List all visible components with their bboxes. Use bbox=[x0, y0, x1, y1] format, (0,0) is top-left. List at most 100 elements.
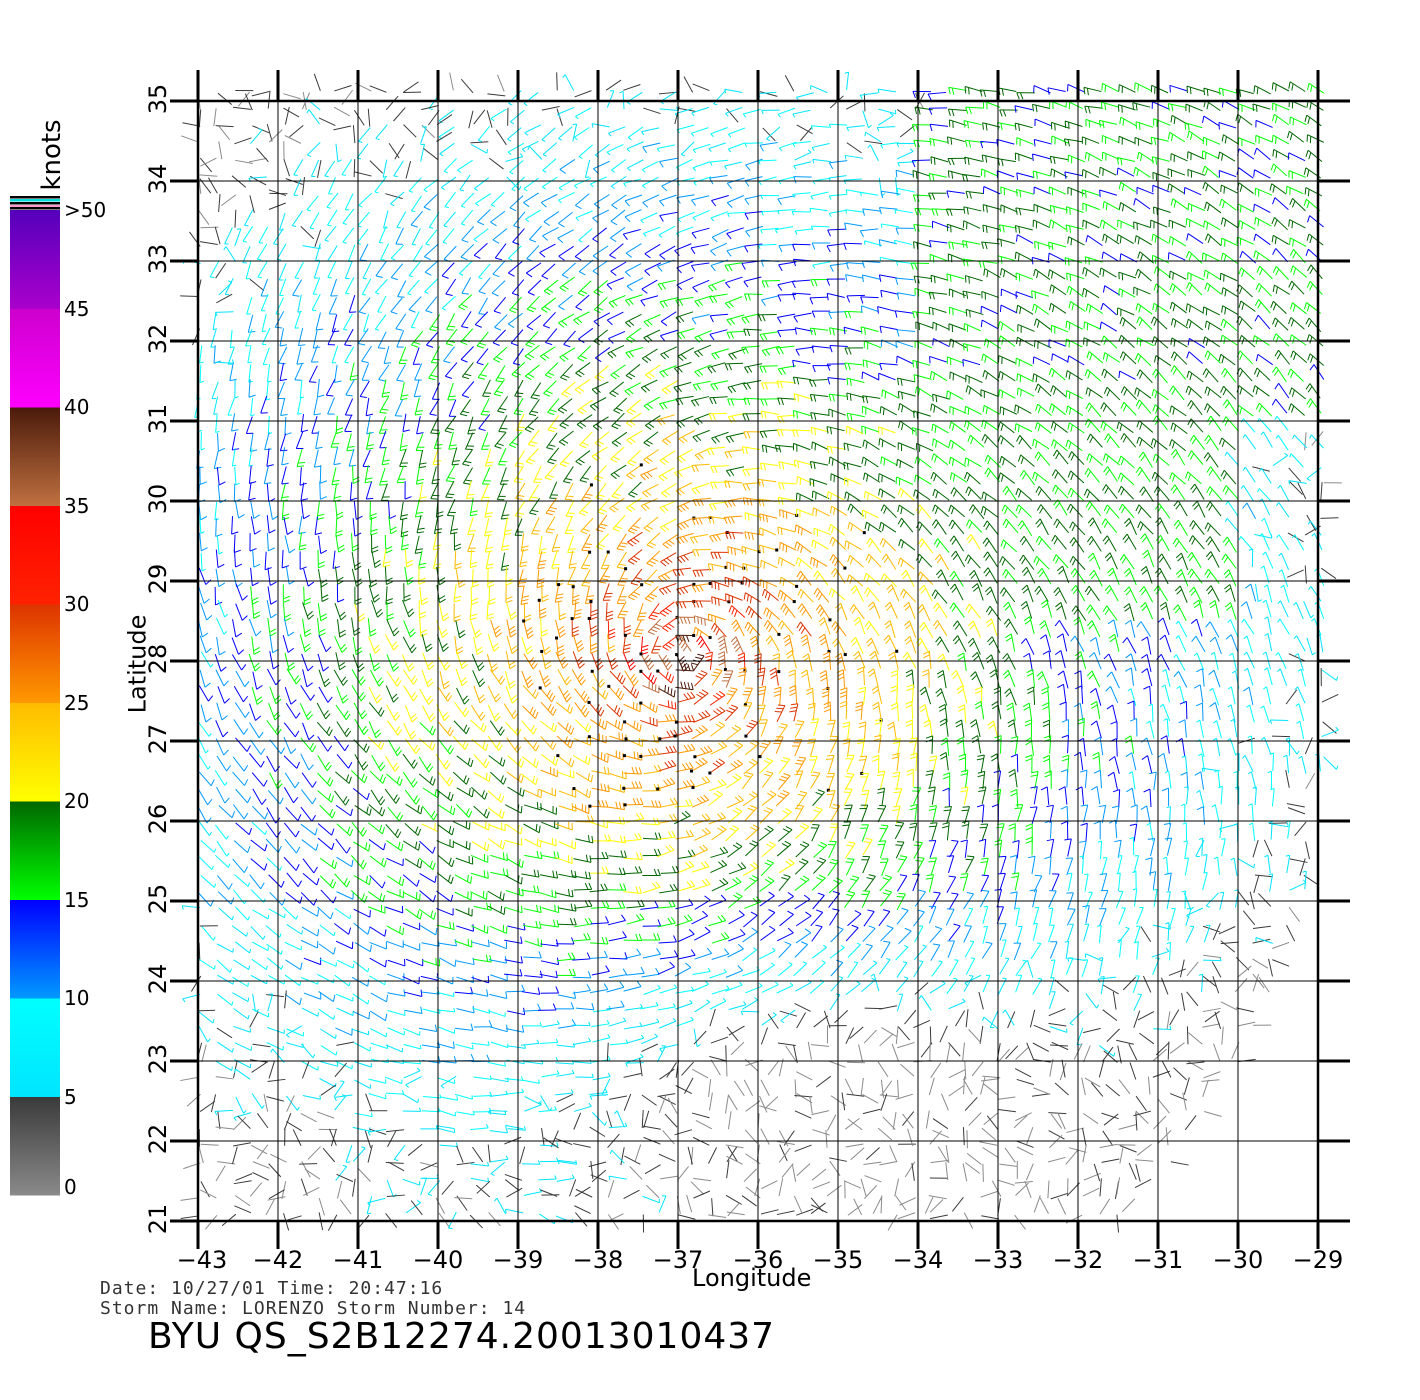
wind-barb bbox=[453, 532, 462, 551]
wind-barb bbox=[311, 293, 321, 311]
wind-barb bbox=[728, 928, 746, 942]
wind-barb bbox=[1192, 500, 1206, 518]
wind-barb bbox=[1309, 434, 1324, 449]
wind-barb bbox=[370, 789, 386, 806]
wind-barb bbox=[436, 976, 454, 985]
wind-barb bbox=[1099, 873, 1108, 892]
wind-barb bbox=[640, 379, 658, 393]
wind-barb bbox=[862, 208, 881, 216]
wind-barb bbox=[1074, 651, 1087, 669]
wind-barb bbox=[421, 1107, 441, 1113]
wind-barb bbox=[622, 751, 643, 761]
wind-barb bbox=[561, 381, 576, 398]
wind-barb bbox=[758, 313, 777, 322]
wind-barb bbox=[368, 839, 386, 851]
wind-barb bbox=[1274, 383, 1290, 399]
wind-barb bbox=[1133, 993, 1143, 1011]
wind-barb bbox=[1047, 87, 1066, 95]
wind-barb bbox=[996, 138, 1015, 147]
wind-barb bbox=[488, 586, 496, 606]
wind-barb bbox=[1136, 316, 1153, 330]
wind-barb bbox=[693, 689, 709, 705]
wind-barb bbox=[971, 735, 982, 754]
wind-barb bbox=[246, 296, 253, 315]
wind-barb bbox=[658, 1095, 667, 1113]
wind-barb bbox=[344, 346, 355, 364]
wind-barb bbox=[930, 156, 949, 165]
wind-barb bbox=[846, 294, 865, 303]
wind-barb bbox=[742, 927, 758, 943]
wind-barb bbox=[1163, 718, 1170, 737]
legend-label: 20 bbox=[64, 789, 90, 813]
wind-barb bbox=[691, 515, 712, 525]
wind-barb bbox=[515, 482, 526, 501]
wind-barb bbox=[1071, 585, 1086, 602]
wind-barb bbox=[929, 926, 943, 943]
wind-barb bbox=[506, 1187, 523, 1198]
wind-barb bbox=[1054, 1082, 1069, 1096]
wind-barb bbox=[949, 371, 967, 381]
wind-barb bbox=[788, 669, 796, 688]
wind-barb bbox=[1143, 685, 1152, 705]
wind-barb bbox=[521, 140, 539, 153]
wind-barb bbox=[864, 620, 880, 637]
wind-barb bbox=[1167, 103, 1186, 112]
wind-barb bbox=[1225, 501, 1239, 517]
wind-barb bbox=[1186, 351, 1203, 364]
wind-barb bbox=[624, 294, 643, 306]
wind-barb bbox=[181, 135, 199, 143]
wind-barb bbox=[1257, 488, 1272, 503]
wind-barb bbox=[283, 787, 299, 804]
wind-barb bbox=[1106, 1028, 1120, 1042]
wind-barb bbox=[368, 636, 381, 654]
wind-barb bbox=[1253, 147, 1271, 161]
wind-barb bbox=[905, 719, 913, 739]
wind-barb bbox=[725, 965, 743, 978]
wind-barb bbox=[317, 823, 335, 836]
wind-barb bbox=[1087, 552, 1101, 570]
wind-barb bbox=[245, 416, 254, 435]
wind-barb bbox=[1289, 198, 1306, 212]
wind-barb bbox=[403, 81, 419, 93]
wind-barb bbox=[461, 226, 475, 243]
wind-barb bbox=[904, 620, 917, 638]
wind-barb bbox=[460, 78, 474, 94]
wind-barb bbox=[1140, 602, 1154, 620]
wind-barb bbox=[252, 671, 263, 690]
wind-barb bbox=[1116, 307, 1135, 317]
wind-barb bbox=[1238, 103, 1256, 113]
wind-barb bbox=[661, 482, 677, 498]
wind-barb bbox=[693, 626, 712, 640]
wind-barb bbox=[708, 914, 727, 927]
wind-barb bbox=[794, 1002, 811, 1012]
wind-barb bbox=[351, 568, 363, 587]
wind-barb bbox=[759, 876, 775, 892]
wind-barb bbox=[353, 501, 363, 520]
wind-barb bbox=[421, 939, 440, 947]
wind-barb bbox=[234, 209, 237, 228]
wind-barb bbox=[1278, 569, 1289, 587]
wind-barb bbox=[913, 139, 932, 148]
wind-barb bbox=[503, 517, 512, 536]
wind-barb bbox=[640, 1002, 659, 1010]
wind-barb bbox=[793, 312, 812, 323]
wind-barb bbox=[692, 279, 710, 293]
wind-barb bbox=[198, 685, 214, 702]
wind-barb bbox=[470, 1177, 490, 1183]
wind-barb bbox=[316, 702, 331, 720]
wind-barb bbox=[658, 467, 675, 482]
wind-barb bbox=[404, 823, 422, 836]
wind-barb bbox=[335, 1164, 348, 1181]
wind-barb bbox=[1099, 1198, 1111, 1215]
wind-barb bbox=[565, 499, 575, 518]
wind-barb bbox=[931, 453, 949, 466]
wind-barb bbox=[780, 1009, 796, 1024]
wind-barb bbox=[928, 172, 947, 182]
wind-barb bbox=[506, 619, 517, 638]
wind-barb bbox=[693, 1030, 707, 1045]
wind-barb bbox=[336, 584, 345, 603]
wind-barb bbox=[262, 347, 270, 366]
wind-barb bbox=[525, 448, 539, 465]
wind-barb bbox=[334, 790, 350, 806]
wind-barb bbox=[493, 1197, 507, 1215]
